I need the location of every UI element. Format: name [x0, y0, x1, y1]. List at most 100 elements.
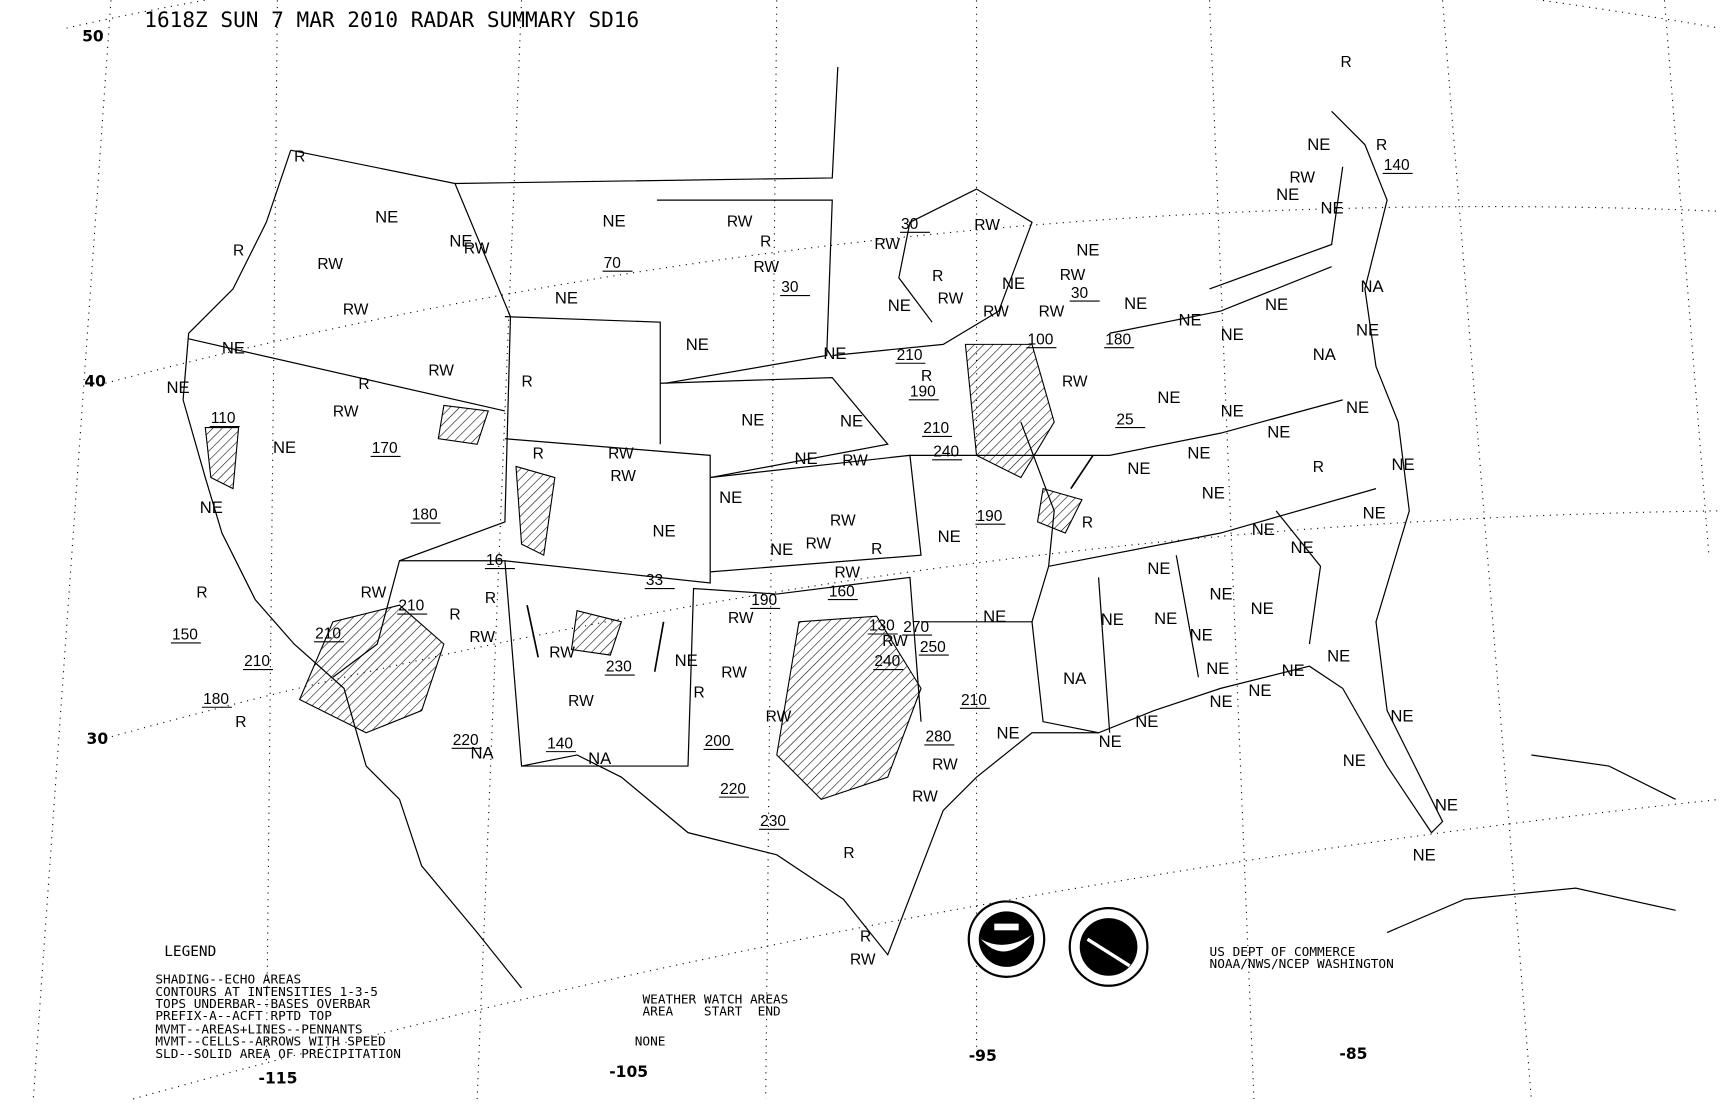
echo-code-rw: RW	[834, 564, 860, 581]
echo-code-ne: NE	[1147, 559, 1170, 578]
echo-code-ne: NE	[1346, 398, 1369, 417]
movement-arrow-icon	[653, 621, 665, 672]
echo-top-label: 30	[901, 216, 919, 233]
echo-code-ne: NE	[686, 335, 709, 354]
boundary-line	[1275, 510, 1322, 645]
credit-line: US DEPT OF COMMERCE	[1210, 945, 1356, 960]
boundary-line	[660, 377, 889, 479]
echo-code-ne: NE	[222, 338, 245, 357]
echo-code-r: R	[694, 684, 705, 701]
echo-code-ne: NE	[888, 296, 911, 315]
echo-code-ne: NE	[1413, 845, 1436, 864]
echo-code-ne: NE	[1135, 712, 1158, 731]
echo-top-label: 240	[933, 443, 959, 460]
echo-code-ne: NE	[1099, 732, 1122, 751]
echo-code-ne: NE	[1390, 707, 1413, 726]
echo-area	[1036, 487, 1083, 534]
echo-top-label: 280	[925, 729, 951, 746]
echo-code-rw: RW	[882, 633, 908, 650]
echo-code-ne: NE	[1307, 135, 1330, 154]
longitude-line	[476, 0, 523, 1099]
lat-label-30: 30	[87, 730, 109, 748]
echo-code-ne: NE	[1202, 484, 1225, 503]
echo-code-rw: RW	[912, 789, 938, 806]
map-title: 1618Z SUN 7 MAR 2010 RADAR SUMMARY SD16	[144, 7, 639, 32]
boundary-line	[182, 149, 523, 989]
echo-code-ne: NE	[823, 344, 846, 363]
echo-code-rw: RW	[727, 214, 753, 231]
echo-area	[570, 610, 623, 656]
echo-code-ne: NE	[1127, 459, 1150, 478]
echo-code-ne: NE	[1356, 321, 1379, 340]
echo-top-label: 190	[977, 508, 1003, 525]
echo-top-label: 150	[172, 627, 198, 644]
echo-top-label: 180	[203, 691, 229, 708]
echo-code-ne: NE	[603, 212, 626, 231]
echo-area	[964, 343, 1055, 479]
echo-code-ne: NE	[1343, 751, 1366, 770]
legend-line: SHADING--ECHO AREAS	[155, 973, 301, 988]
echo-top-label: 140	[1384, 157, 1410, 174]
longitude-line	[32, 0, 112, 1100]
boundary-line	[1020, 110, 1444, 834]
echo-code-rw: RW	[842, 452, 868, 469]
echo-code-ne: NE	[166, 378, 189, 397]
echo-code-rw: RW	[806, 536, 832, 553]
legend-line: MVMT--CELLS--ARROWS WITH SPEED	[155, 1035, 385, 1050]
echo-code-rw: RW	[830, 512, 856, 529]
echo-code-ne: NE	[1101, 610, 1124, 629]
echo-code-r: R	[1313, 459, 1324, 476]
credit: US DEPT OF COMMERCE NOAA/NWS/NCEP WASHIN…	[1210, 945, 1394, 972]
echo-code-ne: NE	[1076, 241, 1099, 260]
boundary-line	[399, 438, 711, 584]
echo-area	[298, 604, 445, 734]
echo-code-ne: NE	[1267, 423, 1290, 442]
echo-code-rw: RW	[983, 304, 1009, 321]
watch-heading: WEATHER WATCH AREAS	[643, 993, 789, 1008]
echo-code-na: NA	[1313, 345, 1337, 364]
echo-code-ne: NE	[1252, 520, 1275, 539]
echo-code-ne: NE	[1154, 609, 1177, 628]
lat-label-40: 40	[84, 373, 106, 391]
boundary-line	[656, 199, 833, 384]
lat-label-50: 50	[82, 27, 104, 45]
echo-top-label: 100	[1028, 331, 1054, 348]
echo-code-rw: RW	[428, 362, 454, 379]
echo-top-label: 16	[486, 552, 503, 569]
echo-code-rw: RW	[932, 756, 958, 773]
echo-top-label: 30	[781, 279, 799, 296]
echo-code-r: R	[1082, 514, 1093, 531]
legend-line: MVMT--AREAS+LINES--PENNANTS	[155, 1022, 362, 1037]
echo-code-ne: NE	[1248, 681, 1271, 700]
legend: LEGEND SHADING--ECHO AREAS CONTOURS AT I…	[155, 944, 401, 1062]
echo-code-ne: NE	[840, 411, 863, 430]
echo-top-label: 250	[920, 639, 946, 656]
echo-code-rw: RW	[1289, 169, 1315, 186]
longitude-line	[265, 0, 278, 1066]
echo-code-rw: RW	[938, 290, 964, 307]
echo-tops: 70 30 30 210 190 210 240 190 100 180 30 25 140 110 170…	[170, 157, 1413, 830]
echo-top-label: 140	[547, 735, 573, 752]
echo-code-rw: RW	[1062, 374, 1088, 391]
echo-code-r: R	[871, 541, 882, 558]
echo-codes: NE NE NE NE NE NE NE NE NE NE NE NE NE NE NE NE NE NE NE NE…	[166, 54, 1457, 969]
echo-area	[204, 427, 240, 490]
watch-value: NONE	[635, 1035, 666, 1050]
boundary-line	[504, 316, 661, 445]
echo-top-label: 230	[606, 659, 632, 676]
echo-code-ne: NE	[1002, 274, 1025, 293]
echo-code-rw: RW	[469, 629, 495, 646]
boundary-line	[1531, 754, 1676, 800]
echo-code-r: R	[294, 148, 305, 165]
echo-top-label: 180	[412, 507, 438, 524]
echo-code-r: R	[760, 234, 771, 251]
echo-code-rw: RW	[728, 610, 754, 627]
echo-top-label: 25	[1116, 411, 1133, 428]
legend-line: CONTOURS AT INTENSITIES 1-3-5	[155, 985, 378, 1000]
echo-code-ne: NE	[1291, 538, 1314, 557]
echo-top-label: 170	[372, 440, 398, 457]
echo-top-label: 30	[1071, 285, 1089, 302]
echo-top-label: 210	[244, 653, 270, 670]
echo-code-rw: RW	[753, 259, 779, 276]
